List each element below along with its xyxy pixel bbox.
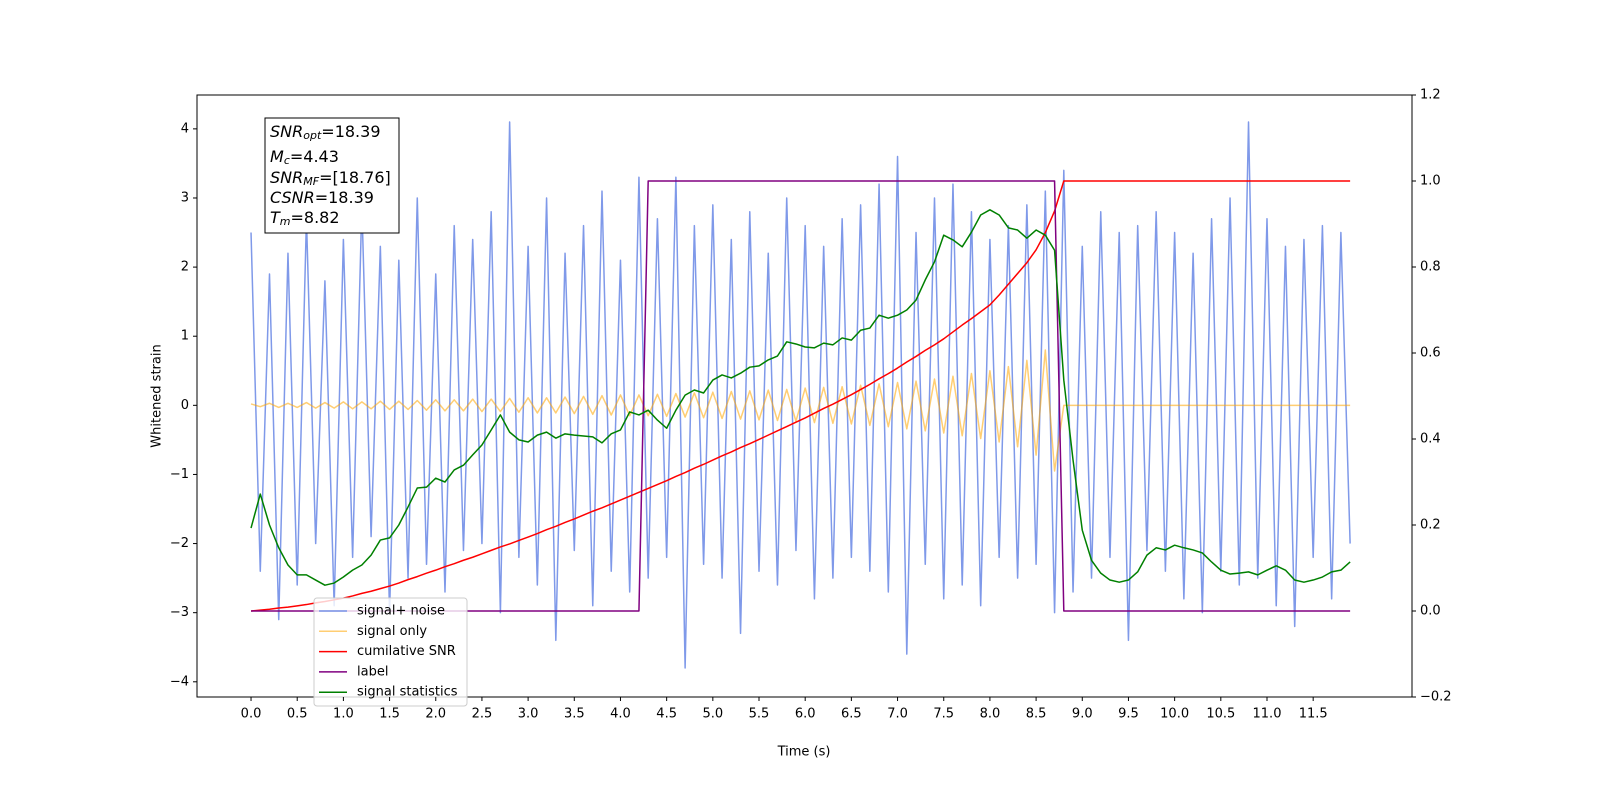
legend-label: signal statistics — [357, 685, 458, 700]
annotation-line: CSNR=18.39 — [270, 188, 374, 207]
annotation-line: SNRopt=18.39 — [270, 122, 381, 143]
annotation-symbol: SNR — [270, 122, 303, 141]
x-tick-label: 10.5 — [1206, 707, 1235, 722]
annotation-value: =18.39 — [315, 188, 374, 207]
legend-label: signal+ noise — [357, 604, 445, 619]
x-tick-label: 4.5 — [656, 707, 677, 722]
annotation-line: Tm=8.82 — [270, 208, 340, 229]
x-tick-label: 4.0 — [610, 707, 631, 722]
x-tick-label: 2.5 — [472, 707, 493, 722]
x-tick-label: 0.5 — [287, 707, 308, 722]
x-tick-label: 2.0 — [425, 707, 446, 722]
x-tick-label: 6.5 — [841, 707, 862, 722]
series-line — [250, 209, 1351, 586]
y-tick-label: −4 — [170, 674, 189, 689]
x-tick-label: 8.5 — [1026, 707, 1047, 722]
y-tick-label: 3 — [181, 190, 189, 205]
x-tick-label: 1.5 — [379, 707, 400, 722]
x-tick-label: 7.5 — [933, 707, 954, 722]
x-tick-label: 9.0 — [1072, 707, 1093, 722]
series-line — [250, 121, 1351, 669]
annotation-value: =8.82 — [291, 208, 340, 227]
y2-tick-label: 0.4 — [1420, 432, 1441, 447]
series-line — [250, 349, 1351, 472]
y2-tick-label: 0.0 — [1420, 604, 1441, 619]
x-tick-label: 1.0 — [333, 707, 354, 722]
y-tick-label: 0 — [181, 398, 189, 413]
x-tick-label: 3.5 — [564, 707, 585, 722]
annotation-value: =4.43 — [290, 147, 339, 166]
annotation-subscript: MF — [303, 175, 319, 188]
legend-label: signal only — [357, 624, 427, 639]
y-tick-label: 2 — [181, 260, 189, 275]
annotation-frame — [264, 117, 400, 234]
annotation-line: Mc=4.43 — [270, 147, 339, 168]
annotation-subscript: c — [284, 154, 290, 167]
annotation-subscript: m — [280, 215, 291, 228]
y2-tick-label: 1.0 — [1420, 174, 1441, 189]
x-tick-label: 11.5 — [1299, 707, 1328, 722]
axes-frame — [196, 94, 1413, 698]
annotation-value: =[18.76] — [319, 168, 391, 187]
x-tick-label: 8.0 — [980, 707, 1001, 722]
y-tick-label: −2 — [170, 536, 189, 551]
annotation-symbol: CSNR — [270, 188, 315, 207]
x-tick-label: 6.0 — [795, 707, 816, 722]
y-axis-label: Whitened strain — [150, 344, 165, 447]
legend: signal+ noise signal only cumilative SNR la… — [313, 597, 468, 707]
y2-tick-label: 0.6 — [1420, 346, 1441, 361]
y-tick-label: 1 — [181, 329, 189, 344]
legend-frame — [313, 597, 468, 707]
x-tick-label: 0.0 — [241, 707, 262, 722]
legend-label: cumilative SNR — [357, 644, 456, 659]
y-tick-label: 4 — [181, 121, 189, 136]
x-tick-label: 7.0 — [887, 707, 908, 722]
x-axis-label: Time (s) — [777, 745, 831, 760]
annotation-subscript: opt — [303, 129, 322, 142]
series-line — [250, 180, 1351, 612]
x-tick-label: 11.0 — [1253, 707, 1282, 722]
legend-label: label — [357, 664, 388, 679]
y-tick-label: −1 — [170, 467, 189, 482]
y2-tick-label: 0.8 — [1420, 260, 1441, 275]
annotation-symbol: T — [270, 208, 281, 227]
x-tick-label: 9.5 — [1118, 707, 1139, 722]
annotation-box: SNRopt=18.39Mc=4.43SNRMF=[18.76]CSNR=18.… — [264, 117, 400, 234]
x-tick-label: 3.0 — [518, 707, 539, 722]
annotation-value: =18.39 — [321, 122, 380, 141]
x-tick-label: 10.0 — [1160, 707, 1189, 722]
x-tick-label: 5.0 — [702, 707, 723, 722]
y-tick-label: −3 — [170, 605, 189, 620]
annotation-line: SNRMF=[18.76] — [270, 168, 391, 189]
y2-tick-label: 0.2 — [1420, 518, 1441, 533]
y2-tick-label: 1.2 — [1420, 88, 1441, 103]
annotation-symbol: M — [270, 147, 284, 166]
annotation-symbol: SNR — [270, 168, 303, 187]
x-tick-label: 5.5 — [749, 707, 770, 722]
y2-tick-label: −0.2 — [1420, 690, 1452, 705]
